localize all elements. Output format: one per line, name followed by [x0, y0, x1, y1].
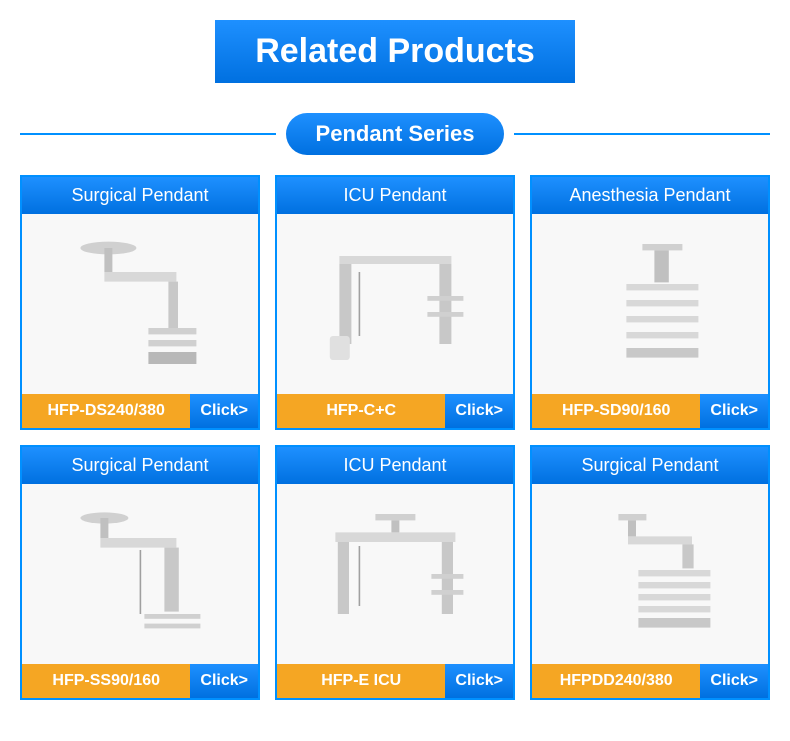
product-category: Surgical Pendant: [22, 177, 258, 214]
click-button[interactable]: Click>: [445, 394, 513, 428]
series-line-left: [20, 133, 276, 135]
product-image: [277, 214, 513, 394]
product-image: [532, 214, 768, 394]
pendant-icon: [301, 232, 490, 376]
product-footer: HFP-SS90/160 Click>: [22, 664, 258, 698]
product-footer: HFP-DS240/380 Click>: [22, 394, 258, 428]
product-card: Surgical Pendant HFPDD240/380 Click>: [530, 445, 770, 700]
product-image: [22, 214, 258, 394]
product-card: Surgical Pendant HFP-SS90/160 Click>: [20, 445, 260, 700]
product-image: [277, 484, 513, 664]
product-category: Anesthesia Pendant: [532, 177, 768, 214]
pendant-icon: [556, 232, 745, 376]
product-card: ICU Pendant HFP-C+C Click>: [275, 175, 515, 430]
click-button[interactable]: Click>: [190, 394, 258, 428]
product-category: ICU Pendant: [277, 447, 513, 484]
product-card: Surgical Pendant HFP-DS240/380 Click>: [20, 175, 260, 430]
product-model: HFP-DS240/380: [22, 394, 190, 428]
product-footer: HFPDD240/380 Click>: [532, 664, 768, 698]
click-button[interactable]: Click>: [700, 394, 768, 428]
product-model: HFPDD240/380: [532, 664, 700, 698]
product-category: Surgical Pendant: [22, 447, 258, 484]
series-line-right: [514, 133, 770, 135]
product-image: [532, 484, 768, 664]
product-footer: HFP-SD90/160 Click>: [532, 394, 768, 428]
click-button[interactable]: Click>: [700, 664, 768, 698]
product-model: HFP-C+C: [277, 394, 445, 428]
series-header-row: Pendant Series: [20, 113, 770, 155]
product-category: ICU Pendant: [277, 177, 513, 214]
product-footer: HFP-C+C Click>: [277, 394, 513, 428]
pendant-icon: [301, 502, 490, 646]
product-model: HFP-E ICU: [277, 664, 445, 698]
product-category: Surgical Pendant: [532, 447, 768, 484]
product-image: [22, 484, 258, 664]
series-pill-label: Pendant Series: [286, 113, 505, 155]
pendant-icon: [46, 232, 235, 376]
pendant-icon: [556, 502, 745, 646]
product-grid: Surgical Pendant HFP-DS240/380 Click> IC…: [20, 175, 770, 700]
product-card: Anesthesia Pendant HFP-SD90/160 Click>: [530, 175, 770, 430]
product-card: ICU Pendant HFP-E ICU Click>: [275, 445, 515, 700]
product-footer: HFP-E ICU Click>: [277, 664, 513, 698]
product-model: HFP-SD90/160: [532, 394, 700, 428]
page-header-banner: Related Products: [215, 20, 575, 83]
click-button[interactable]: Click>: [190, 664, 258, 698]
click-button[interactable]: Click>: [445, 664, 513, 698]
pendant-icon: [46, 502, 235, 646]
product-model: HFP-SS90/160: [22, 664, 190, 698]
